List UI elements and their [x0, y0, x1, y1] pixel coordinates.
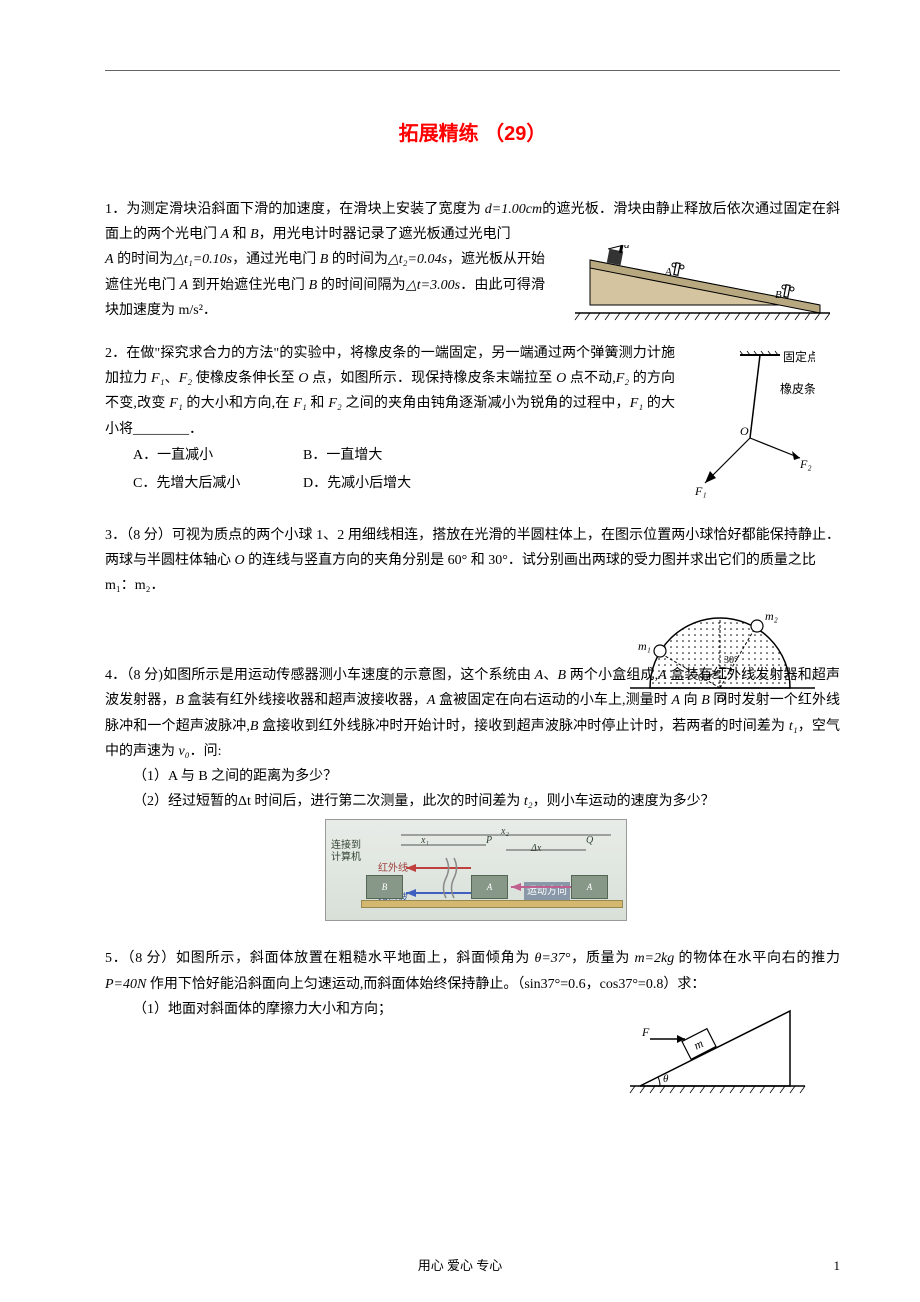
svg-text:d: d: [624, 245, 630, 251]
problem-4-q1: （1）A 与 B 之间的距离为多少？: [105, 764, 840, 789]
svg-text:F₁: F₁: [694, 484, 707, 498]
page-number: 1: [834, 1254, 841, 1277]
problem-3: 3．（8 分）可视为质点的两个小球 1、2 用细线相连，搭放在光滑的半圆柱体上，…: [105, 523, 840, 599]
page-footer: 用心 爱心 专心: [0, 1254, 920, 1277]
problem-5-text: 5．（8 分）如图所示，斜面体放置在粗糙水平地面上，斜面倾角为 θ=37°，质量…: [105, 946, 840, 996]
problem-5: 5．（8 分）如图所示，斜面体放置在粗糙水平地面上，斜面倾角为 θ=37°，质量…: [105, 946, 840, 1022]
problem-4-text: 4．（8 分)如图所示是用运动传感器测小车速度的示意图，这个系统由 A、B 两个…: [105, 663, 840, 764]
problem-2: 2．在做"探究求合力的方法"的实验中，将橡皮条的一端固定，另一端通过两个弹簧测力…: [105, 341, 840, 498]
svg-text:A: A: [664, 266, 672, 278]
svg-text:θ: θ: [663, 1073, 669, 1085]
figure-motion-sensor: 连接到计算机 红外线 超声波 B A A x₁ x₂ P Q Δx 运动方向: [325, 819, 627, 921]
svg-text:m₂: m₂: [765, 609, 778, 623]
figure-inclined-ramp: d A B: [570, 245, 830, 335]
figure-force-vectors: 固定点 橡皮条 O F₂ F₁: [685, 343, 815, 503]
problem-1: 1．为测定滑块沿斜面下滑的加速度，在滑块上安装了宽度为 d=1.00cm的遮光板…: [105, 197, 840, 323]
svg-text:B: B: [775, 289, 782, 301]
svg-text:固定点: 固定点: [783, 349, 815, 364]
problem-4: 4．（8 分)如图所示是用运动传感器测小车速度的示意图，这个系统由 A、B 两个…: [105, 663, 840, 921]
svg-text:F: F: [641, 1025, 650, 1039]
page-title: 拓展精练 （29）: [105, 116, 840, 152]
header-rule: [105, 70, 840, 71]
svg-text:橡皮条: 橡皮条: [780, 382, 815, 396]
svg-text:m: m: [691, 1036, 705, 1053]
problem-4-q2: （2）经过短暂的Δt 时间后，进行第二次测量，此次的时间差为 t₂，则小车运动的…: [105, 789, 840, 814]
figure-incline-plane: m F θ: [620, 1001, 810, 1101]
svg-text:m₁: m₁: [638, 639, 651, 653]
svg-text:F₂: F₂: [799, 457, 812, 471]
problem-2-text: 2．在做"探究求合力的方法"的实验中，将橡皮条的一端固定，另一端通过两个弹簧测力…: [105, 341, 675, 442]
svg-text:O: O: [740, 424, 749, 438]
